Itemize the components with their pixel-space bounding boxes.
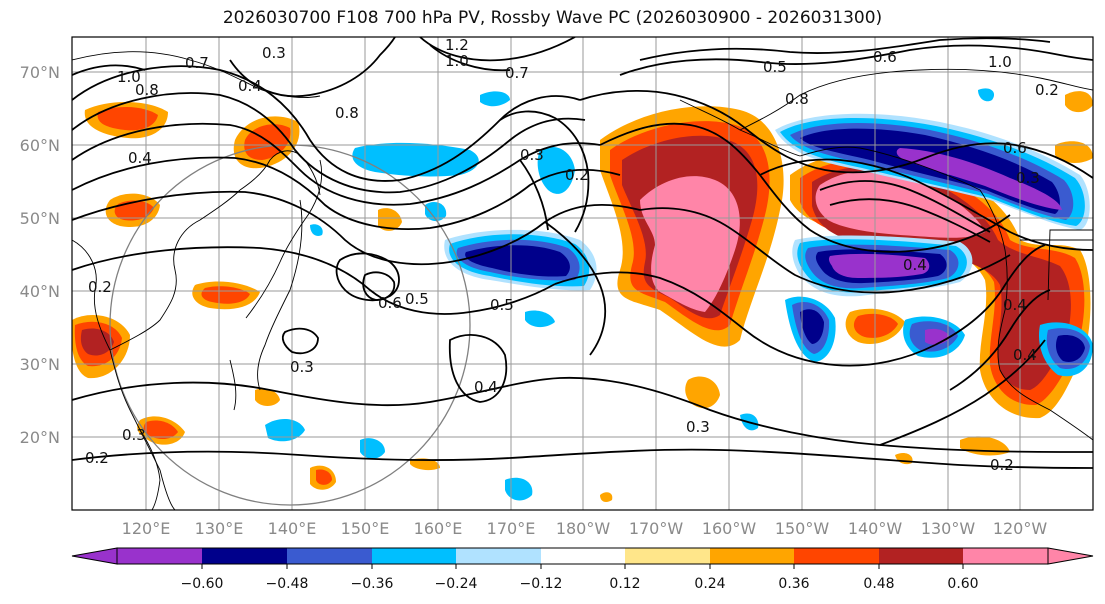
lon-label: 170°W [629,519,684,538]
lon-label: 130°E [195,519,244,538]
contour-label: 0.2 [88,278,112,296]
lat-label: 60°N [20,136,60,155]
contour-label: 0.3 [1016,169,1040,187]
colorbar-swatch [794,548,879,564]
contour-label: 0.5 [490,296,514,314]
lon-label: 140°W [848,519,903,538]
lon-label: 150°E [341,519,390,538]
lon-label: 140°E [268,519,317,538]
lon-label: 130°W [921,519,976,538]
colorbar-swatch [202,548,287,564]
lon-label: 120°W [993,519,1048,538]
colorbar-swatch [372,548,456,564]
lon-label: 180°W [556,519,611,538]
contour-label: 0.8 [335,104,359,122]
colorbar-swatch [456,548,541,564]
contour-label: 0.3 [122,426,146,444]
contour-label: 0.8 [785,90,809,108]
contour-label: 0.8 [135,81,159,99]
contour-label: 0.2 [565,166,589,184]
contour-label: 0.4 [238,77,262,95]
colorbar-tick-label: 0.60 [947,576,978,592]
contour-label: 1.0 [445,52,469,70]
lon-label: 160°W [702,519,757,538]
anomaly-shading [72,88,1093,503]
colorbar-tick-label: 0.24 [694,576,725,592]
contour-label: 0.2 [990,456,1014,474]
colorbar-tick-label: 0.12 [609,576,640,592]
colorbar-tick-label: −0.48 [266,576,309,592]
contour-label: 0.5 [405,290,429,308]
map-title: 2026030700 F108 700 hPa PV, Rossby Wave … [222,8,883,28]
contour-label: 0.5 [763,58,787,76]
contour-label: 0.6 [873,48,897,66]
contour-label: 0.3 [686,418,710,436]
colorbar-swatch [117,548,202,564]
contour-label: 0.6 [1003,139,1027,157]
contour-label: 0.4 [903,256,927,274]
lon-label: 150°W [775,519,830,538]
colorbar: −0.60 −0.48 −0.36 −0.24 −0.12 0.12 0.24 … [71,547,1094,592]
colorbar-tick-label: −0.36 [351,576,394,592]
colorbar-swatch [625,548,710,564]
contour-label: 0.7 [185,54,209,72]
colorbar-tick-label: −0.60 [181,576,224,592]
contour-label: 0.4 [1003,296,1027,314]
contour-label: 0.7 [505,64,529,82]
contour-label-layer: 1.2 1.0 0.7 0.8 0.4 0.3 0.7 0.5 0.6 1.0 … [85,36,1059,474]
longitude-axis: 120°E 130°E 140°E 150°E 160°E 170°E 180°… [122,519,1048,538]
contour-label: 0.2 [1035,81,1059,99]
lat-label: 20°N [20,428,60,447]
lon-label: 160°E [414,519,463,538]
lat-label: 50°N [20,209,60,228]
colorbar-swatch [963,548,1048,564]
colorbar-swatch [879,548,963,564]
lat-label: 70°N [20,63,60,82]
contour-label: 1.0 [988,53,1012,71]
pv-contours [72,37,1093,469]
colorbar-tick-label: −0.12 [520,576,563,592]
lat-label: 30°N [20,355,60,374]
map-frame [71,36,1094,511]
contour-label: 0.4 [1013,346,1037,364]
contour-label: 0.4 [128,149,152,167]
colorbar-swatch [287,548,372,564]
colorbar-tick-label: 0.48 [863,576,894,592]
colorbar-extend-low [71,547,118,565]
colorbar-swatch [541,548,625,564]
colorbar-tick-label: 0.36 [778,576,809,592]
colorbar-swatch [710,548,794,564]
graticule [72,37,1093,510]
lon-label: 170°E [487,519,536,538]
contour-label: 0.4 [474,378,498,396]
lat-label: 40°N [20,282,60,301]
contour-label: 0.3 [290,358,314,376]
colorbar-extend-high [1047,547,1094,565]
lon-label: 120°E [122,519,171,538]
coastlines [72,51,1093,510]
latitude-axis: 70°N 60°N 50°N 40°N 30°N 20°N [20,63,60,447]
contour-label: 0.3 [262,44,286,62]
contour-label: 0.3 [520,146,544,164]
contour-label: 1.2 [445,36,469,54]
radius-circle [109,144,471,506]
contour-label: 0.6 [378,294,402,312]
contour-label: 0.2 [85,449,109,467]
contour-label: 1.0 [117,68,141,86]
colorbar-tick-label: −0.24 [435,576,478,592]
colorbar-outline [116,547,1049,565]
